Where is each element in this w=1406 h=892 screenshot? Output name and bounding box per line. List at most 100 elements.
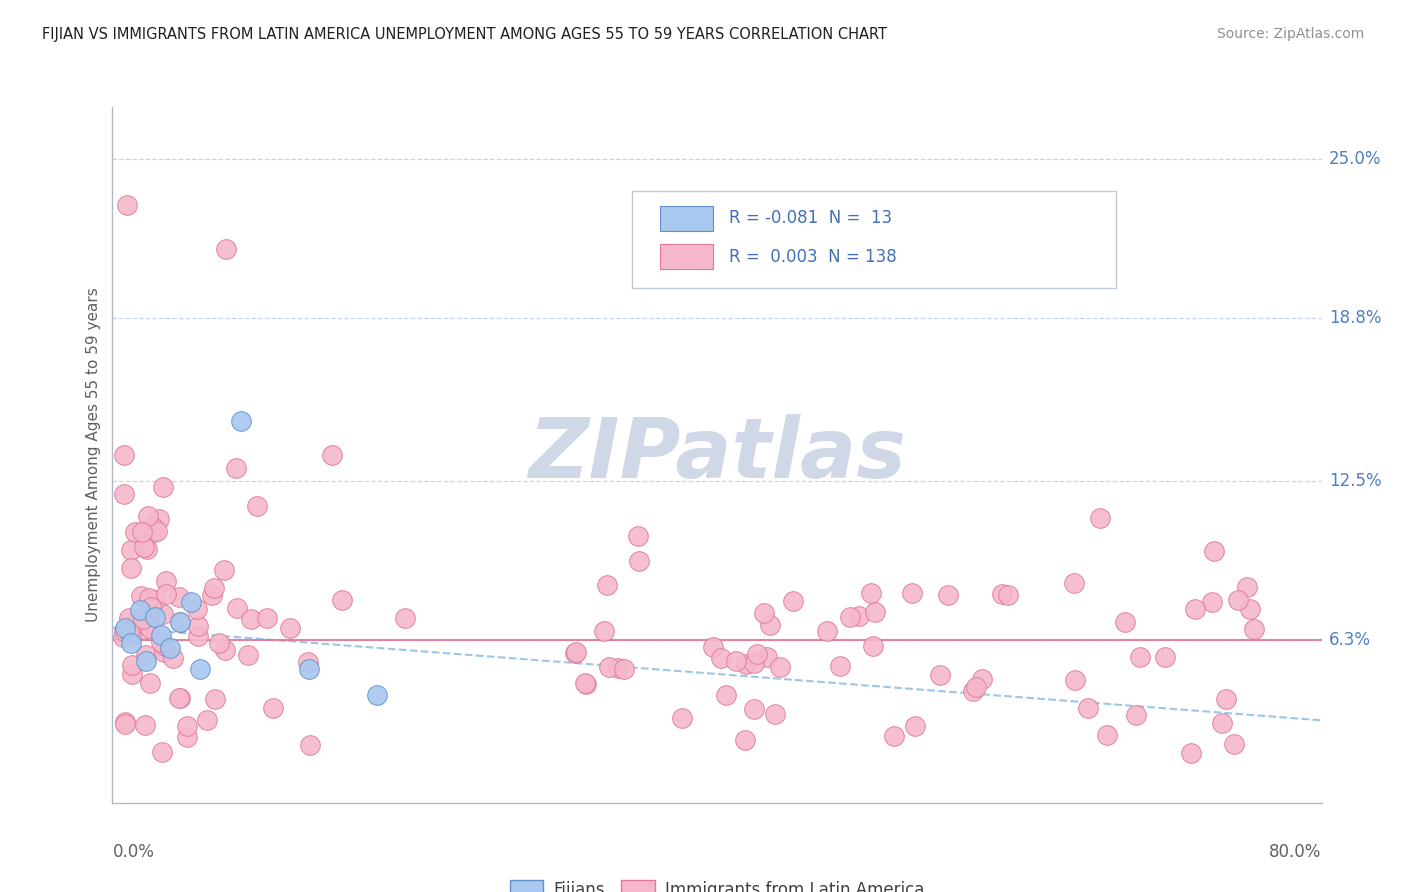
Point [139, 621, 162, 635]
Point [150, 745, 173, 759]
Point [734, 733, 756, 747]
Point [135, 542, 157, 557]
Point [1129, 650, 1152, 665]
Point [298, 662, 321, 676]
Point [152, 480, 174, 494]
Point [114, 621, 136, 635]
Point [564, 646, 586, 660]
Y-axis label: Unemployment Among Ages 55 to 59 years: Unemployment Among Ages 55 to 59 years [86, 287, 101, 623]
Point [1204, 544, 1226, 558]
Text: Source: ZipAtlas.com: Source: ZipAtlas.com [1216, 27, 1364, 41]
Point [859, 586, 882, 600]
FancyBboxPatch shape [661, 206, 713, 231]
Point [262, 701, 284, 715]
Point [574, 675, 596, 690]
Point [725, 654, 748, 668]
Point [121, 667, 143, 681]
Point [575, 676, 598, 690]
Point [149, 628, 172, 642]
Point [112, 486, 135, 500]
Point [1215, 692, 1237, 706]
Point [1154, 649, 1177, 664]
Point [754, 606, 776, 620]
Point [246, 500, 269, 514]
Legend: Fijians, Immigrants from Latin America: Fijians, Immigrants from Latin America [503, 873, 931, 892]
Point [901, 585, 924, 599]
Point [1236, 580, 1258, 594]
Point [121, 658, 143, 673]
Point [153, 645, 176, 659]
Point [299, 738, 322, 752]
Point [136, 509, 159, 524]
Point [782, 594, 804, 608]
Point [114, 448, 136, 462]
Point [297, 655, 319, 669]
Point [136, 615, 159, 630]
Point [710, 651, 733, 665]
Point [169, 615, 191, 630]
Point [626, 529, 648, 543]
Point [839, 610, 862, 624]
Point [118, 624, 141, 639]
Point [129, 589, 152, 603]
Point [202, 582, 225, 596]
Point [143, 610, 166, 624]
Point [120, 561, 142, 575]
Point [114, 717, 136, 731]
Point [1088, 511, 1111, 525]
Point [1064, 673, 1087, 687]
Point [702, 640, 724, 654]
Point [755, 650, 778, 665]
Point [169, 691, 191, 706]
Point [139, 599, 162, 614]
Point [135, 654, 157, 668]
Point [187, 619, 209, 633]
Point [742, 656, 765, 670]
Point [122, 615, 145, 630]
Point [1184, 602, 1206, 616]
Text: FIJIAN VS IMMIGRANTS FROM LATIN AMERICA UNEMPLOYMENT AMONG AGES 55 TO 59 YEARS C: FIJIAN VS IMMIGRANTS FROM LATIN AMERICA … [42, 27, 887, 42]
Point [142, 520, 165, 534]
Text: R = -0.081  N =  13: R = -0.081 N = 13 [730, 210, 893, 227]
Text: 25.0%: 25.0% [1329, 150, 1381, 168]
Point [138, 591, 160, 605]
Point [117, 611, 139, 625]
Point [201, 588, 224, 602]
Point [965, 680, 987, 694]
Point [970, 672, 993, 686]
Point [187, 629, 209, 643]
Point [759, 618, 782, 632]
Point [134, 540, 156, 554]
Point [962, 683, 984, 698]
Point [627, 554, 650, 568]
Point [394, 611, 416, 625]
Point [1211, 716, 1233, 731]
Point [134, 717, 156, 731]
Point [132, 622, 155, 636]
Point [745, 647, 768, 661]
Text: 12.5%: 12.5% [1329, 472, 1381, 490]
Point [153, 640, 176, 654]
Point [239, 612, 262, 626]
Point [146, 524, 169, 538]
Point [162, 651, 184, 665]
Point [671, 711, 693, 725]
Point [865, 605, 887, 619]
Point [120, 636, 142, 650]
Point [208, 636, 231, 650]
Text: 6.3%: 6.3% [1329, 632, 1371, 649]
Text: 0.0%: 0.0% [112, 843, 155, 861]
Point [128, 602, 150, 616]
Point [256, 611, 278, 625]
Point [176, 730, 198, 744]
Point [120, 629, 142, 643]
FancyBboxPatch shape [633, 191, 1116, 288]
Point [830, 659, 852, 673]
Point [155, 574, 177, 588]
Point [321, 448, 343, 462]
Point [883, 729, 905, 743]
Point [225, 460, 247, 475]
Point [1239, 601, 1261, 615]
Point [155, 587, 177, 601]
Text: 80.0%: 80.0% [1270, 843, 1322, 861]
